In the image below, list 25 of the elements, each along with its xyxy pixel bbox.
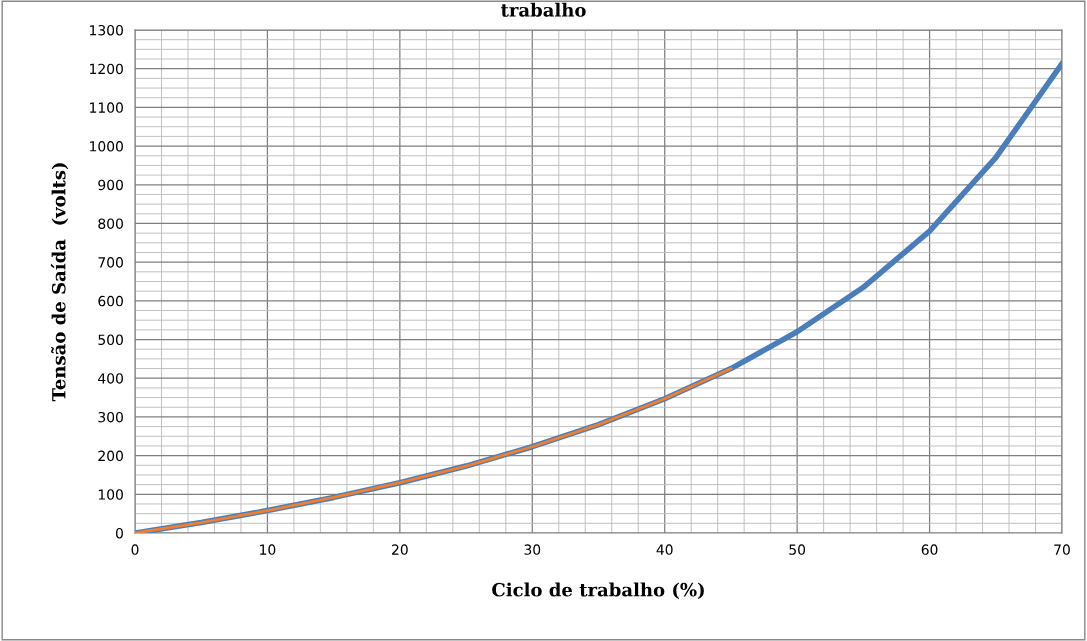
chart-title: trabalho xyxy=(500,2,586,17)
y-tick-label: 1100 xyxy=(90,102,123,113)
x-tick-label: 60 xyxy=(921,544,938,555)
x-tick-label: 40 xyxy=(656,544,673,555)
y-tick-label: 1200 xyxy=(90,63,123,75)
x-tick-label: 70 xyxy=(1054,544,1070,555)
x-tick-label: 20 xyxy=(392,544,408,555)
x-tick-label: 30 xyxy=(524,544,541,555)
y-tick-label: 300 xyxy=(98,411,123,423)
y-tick-label: 700 xyxy=(98,257,123,268)
y-tick-label: 900 xyxy=(98,179,123,191)
y-tick-label: 0 xyxy=(115,527,123,539)
x-tick-label: 50 xyxy=(789,544,806,555)
y-axis-title: Tensão de Saída (volts) xyxy=(50,163,69,402)
y-tick-label: 500 xyxy=(98,334,123,346)
y-tick-label: 400 xyxy=(98,373,123,384)
y-tick-label: 600 xyxy=(98,295,123,307)
x-tick-label: 10 xyxy=(260,544,276,555)
y-tick-label: 100 xyxy=(98,489,123,500)
y-tick-label: 200 xyxy=(98,450,123,462)
y-tick-label: 1300 xyxy=(90,24,123,36)
x-axis-title: Ciclo de trabalho (%) xyxy=(492,582,704,600)
y-tick-label: 1000 xyxy=(90,141,123,152)
x-tick-label: 0 xyxy=(131,544,139,555)
y-tick-label: 800 xyxy=(98,218,123,229)
